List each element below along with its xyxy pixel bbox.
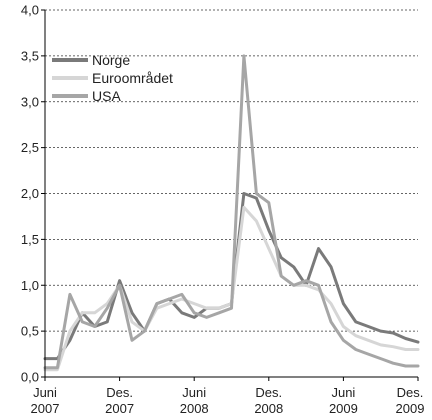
y-tick-label: 0,0	[21, 370, 39, 385]
x-tick-label: 2008	[180, 401, 209, 416]
legend-label: Euroområdet	[92, 70, 173, 86]
legend: Norge Euroområdet USA	[52, 52, 173, 104]
y-tick-label: 3,0	[21, 94, 39, 109]
y-tick-label: 0,5	[21, 324, 39, 339]
y-tick-label: 2,0	[21, 186, 39, 201]
y-tick-label: 2,5	[21, 140, 39, 155]
x-tick-label: 2009	[329, 401, 358, 416]
x-tick-label: 2007	[105, 401, 134, 416]
x-tick-label: Juni	[331, 385, 355, 400]
series-line-norge	[43, 192, 420, 361]
x-tick-label: Des.	[106, 385, 133, 400]
y-axis-ticks: 0,0 0,5 1,0 1,5 2,0 2,5 3,0 3,5 4,0	[21, 3, 45, 385]
y-tick-label: 3,5	[21, 48, 39, 63]
x-tick-label: 2007	[31, 401, 60, 416]
x-tick-label: Juni	[182, 385, 206, 400]
x-tick-label: 2009	[396, 401, 425, 416]
series-line-usa	[43, 54, 420, 370]
x-tick-label: Des.	[255, 385, 282, 400]
x-tick-label: Juni	[33, 385, 57, 400]
y-tick-label: 1,5	[21, 232, 39, 247]
x-tick-label: 2008	[254, 401, 283, 416]
series-lines	[43, 54, 420, 372]
legend-label: Norge	[92, 52, 130, 68]
x-tick-label: Des.	[397, 385, 424, 400]
y-tick-label: 1,0	[21, 278, 39, 293]
x-axis-ticks: Juni2007Des.2007Juni2008Des.2008Juni2009…	[31, 377, 425, 416]
y-tick-label: 4,0	[21, 3, 39, 18]
legend-label: USA	[92, 88, 121, 104]
